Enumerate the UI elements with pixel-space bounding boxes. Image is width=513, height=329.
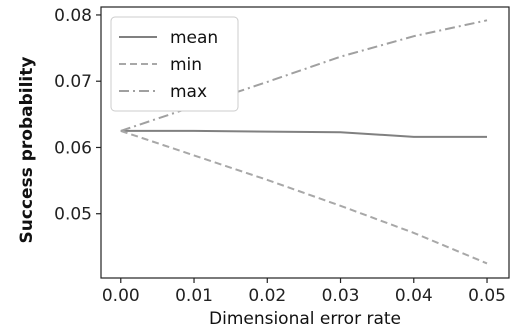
y-axis-title: Success probability: [17, 57, 37, 244]
y-tick-label: 0.05: [54, 205, 92, 225]
axes: 0.00 0.01 0.02 0.03 0.04 0.05 0.05 0.06 0.07 0.08: [54, 6, 510, 306]
x-tick-label: 0.04: [395, 286, 433, 306]
legend-label-max: max: [170, 82, 207, 102]
x-tick-label: 0.02: [248, 286, 286, 306]
legend-label-min: min: [170, 55, 202, 75]
x-tick-label: 0.00: [102, 286, 140, 306]
series-line-mean: [120, 129, 487, 138]
y-tick-label: 0.08: [54, 6, 92, 26]
legend-label-mean: mean: [170, 28, 218, 48]
x-tick-label: 0.05: [468, 286, 506, 306]
y-tick-label: 0.07: [54, 72, 92, 92]
series-line-min: [120, 129, 488, 265]
legend: mean min max: [110, 16, 239, 112]
x-tick-label: 0.01: [175, 286, 213, 306]
x-tick-label: 0.03: [322, 286, 360, 306]
legend-box: [110, 16, 239, 112]
plot-frame: [100, 6, 510, 279]
y-tick-label: 0.06: [54, 138, 92, 158]
x-axis-title: Dimensional error rate: [209, 309, 401, 329]
